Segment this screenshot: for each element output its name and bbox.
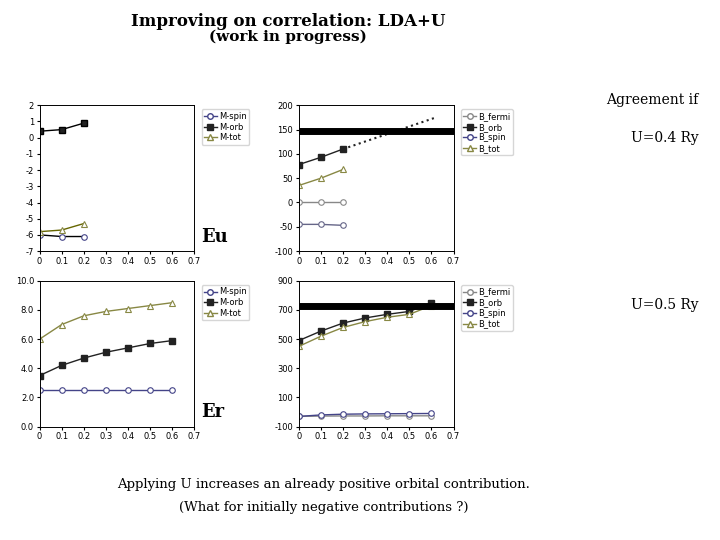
- Text: Applying U increases an already positive orbital contribution.: Applying U increases an already positive…: [117, 478, 531, 491]
- Text: Er: Er: [202, 403, 225, 421]
- Legend: M-spin, M-orb, M-tot: M-spin, M-orb, M-tot: [202, 110, 249, 145]
- Text: Eu: Eu: [202, 228, 228, 246]
- Text: (What for initially negative contributions ?): (What for initially negative contributio…: [179, 501, 469, 514]
- Text: U=0.5 Ry: U=0.5 Ry: [631, 298, 698, 312]
- Legend: B_fermi, B_orb, B_spin, B_tot: B_fermi, B_orb, B_spin, B_tot: [461, 110, 513, 156]
- Legend: B_fermi, B_orb, B_spin, B_tot: B_fermi, B_orb, B_spin, B_tot: [461, 285, 513, 331]
- Legend: M-spin, M-orb, M-tot: M-spin, M-orb, M-tot: [202, 285, 249, 320]
- Text: Improving on correlation: LDA+U: Improving on correlation: LDA+U: [131, 14, 445, 30]
- Text: (work in progress): (work in progress): [209, 30, 367, 44]
- Text: Agreement if: Agreement if: [606, 93, 698, 107]
- Text: U=0.4 Ry: U=0.4 Ry: [631, 131, 698, 145]
